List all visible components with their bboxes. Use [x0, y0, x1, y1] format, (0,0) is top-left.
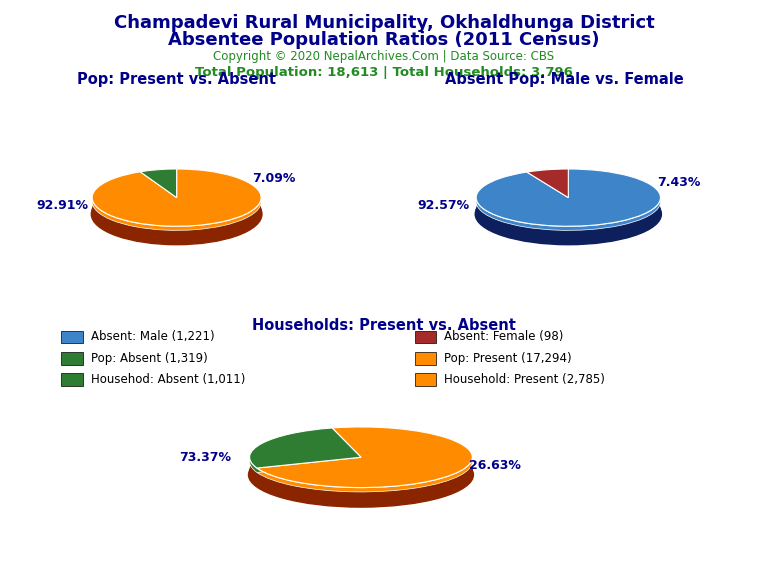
- Text: 92.57%: 92.57%: [418, 199, 470, 211]
- Wedge shape: [476, 169, 660, 226]
- Ellipse shape: [91, 184, 262, 245]
- Ellipse shape: [476, 183, 660, 240]
- Text: Pop: Present (17,294): Pop: Present (17,294): [444, 352, 571, 365]
- Text: Total Population: 18,613 | Total Households: 3,796: Total Population: 18,613 | Total Househo…: [195, 66, 573, 79]
- Wedge shape: [257, 427, 472, 487]
- Ellipse shape: [249, 442, 473, 507]
- Wedge shape: [527, 173, 568, 202]
- Wedge shape: [257, 431, 472, 492]
- Wedge shape: [527, 169, 568, 198]
- Text: 92.91%: 92.91%: [37, 199, 88, 211]
- Text: 26.63%: 26.63%: [468, 458, 521, 472]
- Text: Household: Present (2,785): Household: Present (2,785): [444, 373, 604, 386]
- Text: Households: Present vs. Absent: Households: Present vs. Absent: [252, 318, 516, 333]
- Text: Absentee Population Ratios (2011 Census): Absentee Population Ratios (2011 Census): [168, 31, 600, 48]
- Text: 73.37%: 73.37%: [179, 451, 231, 464]
- Text: Househod: Absent (1,011): Househod: Absent (1,011): [91, 373, 245, 386]
- Wedge shape: [141, 169, 177, 198]
- Text: 7.43%: 7.43%: [657, 176, 700, 189]
- Text: Pop: Absent (1,319): Pop: Absent (1,319): [91, 352, 207, 365]
- Wedge shape: [250, 428, 361, 468]
- Ellipse shape: [92, 183, 261, 240]
- Text: Pop: Present vs. Absent: Pop: Present vs. Absent: [77, 72, 276, 87]
- Wedge shape: [257, 427, 472, 487]
- Wedge shape: [92, 173, 261, 230]
- Text: Absent: Male (1,221): Absent: Male (1,221): [91, 331, 214, 343]
- Wedge shape: [141, 173, 177, 202]
- Text: Absent: Female (98): Absent: Female (98): [444, 331, 563, 343]
- Wedge shape: [92, 169, 261, 226]
- Wedge shape: [476, 173, 660, 230]
- Text: 7.09%: 7.09%: [252, 172, 296, 185]
- Text: Champadevi Rural Municipality, Okhaldhunga District: Champadevi Rural Municipality, Okhaldhun…: [114, 14, 654, 32]
- Ellipse shape: [250, 441, 472, 502]
- Wedge shape: [250, 428, 361, 468]
- Text: Copyright © 2020 NepalArchives.Com | Data Source: CBS: Copyright © 2020 NepalArchives.Com | Dat…: [214, 50, 554, 63]
- Wedge shape: [141, 169, 177, 198]
- Wedge shape: [476, 169, 660, 226]
- Wedge shape: [527, 169, 568, 198]
- Text: Absent Pop: Male vs. Female: Absent Pop: Male vs. Female: [445, 72, 684, 87]
- Ellipse shape: [475, 184, 661, 245]
- Wedge shape: [92, 169, 261, 226]
- Wedge shape: [250, 433, 361, 472]
